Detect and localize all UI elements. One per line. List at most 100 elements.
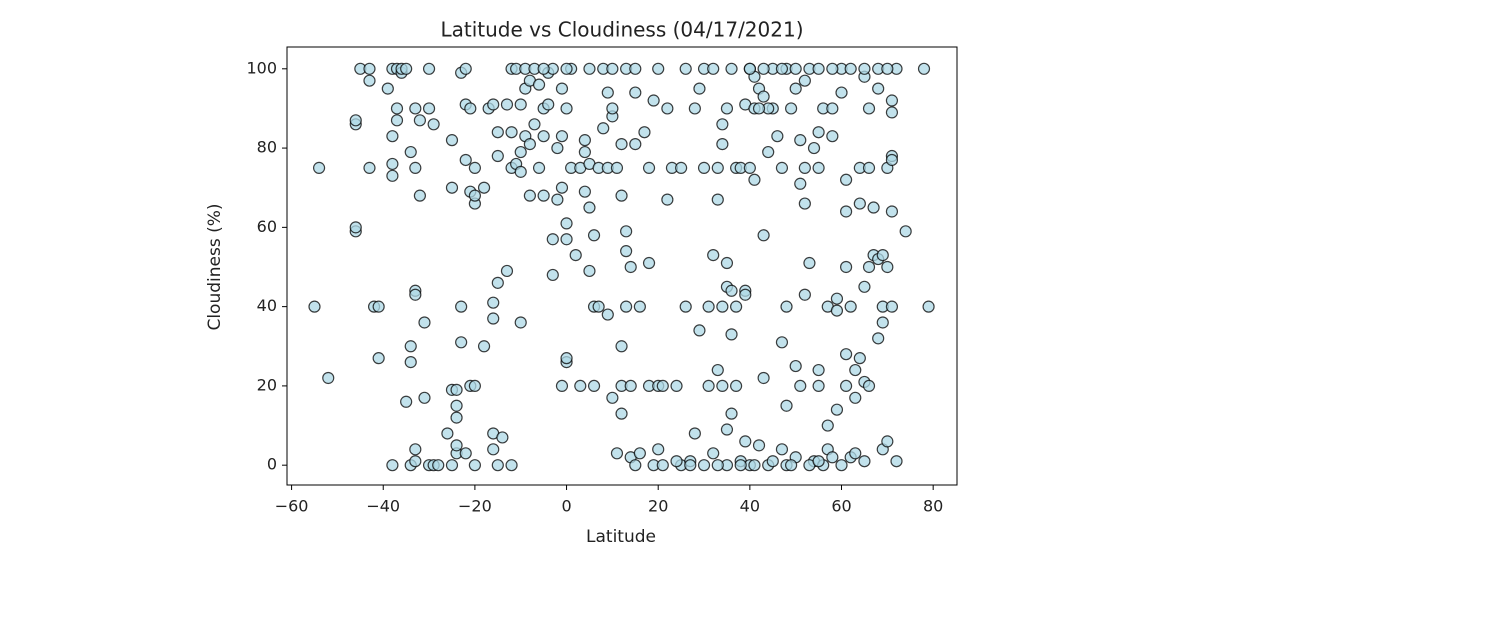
point [839,173,853,186]
point [739,288,752,301]
point [322,371,335,385]
point [661,193,674,206]
point [684,459,697,472]
point [633,300,646,313]
point [459,153,472,167]
point [849,391,862,404]
point [826,62,839,75]
point [725,328,738,341]
point [610,161,624,174]
point [450,439,463,452]
point [812,363,825,377]
point [789,82,802,95]
point [885,106,899,119]
point [487,296,500,309]
point [459,62,472,75]
y-axis-label: Cloudiness (%) [205,203,225,330]
point [697,459,711,472]
point [716,379,729,393]
point [390,102,404,115]
point [730,379,743,393]
point [720,102,734,115]
x-tick-label: −40 [366,497,400,516]
point [743,161,756,174]
point [418,391,431,404]
point [574,379,587,393]
point [785,459,798,472]
point [386,459,399,472]
point [807,141,821,155]
point [830,304,844,317]
point [867,201,880,214]
point [523,189,536,202]
point [546,268,559,282]
point [885,205,899,218]
point [468,379,481,393]
point [422,62,436,75]
point [661,102,674,115]
point [514,316,527,329]
point [775,161,789,174]
point [679,62,692,75]
point [615,189,628,202]
point [418,316,431,329]
point [730,300,743,313]
point [624,260,637,274]
x-axis-label: Latitude [586,527,656,547]
point [427,118,440,131]
point [381,82,394,95]
point [780,399,793,412]
point [505,126,518,139]
point [514,165,527,178]
point [349,114,362,127]
point [881,260,894,274]
point [638,126,651,139]
point [468,459,481,472]
point [409,443,422,456]
point [629,459,642,472]
point [762,145,775,159]
point [775,62,789,75]
point [468,161,481,174]
y-tick-label: 60 [257,217,277,236]
point [450,411,463,424]
point [349,221,362,234]
point [656,379,669,393]
point [839,205,853,218]
point [583,264,596,278]
point [794,379,807,393]
point [642,256,656,270]
point [885,94,899,107]
point [578,134,591,147]
point [404,145,417,159]
point [812,161,825,174]
point [441,427,454,440]
point [404,340,417,353]
axes-frame [286,46,958,486]
point [839,379,853,393]
point [725,62,738,75]
point [876,316,889,329]
chart-title: Latitude vs Cloudiness (04/17/2021) [440,18,803,42]
point [555,82,569,95]
point [775,336,789,349]
point [853,197,866,210]
point [491,276,504,289]
point [844,300,857,313]
points [308,62,935,472]
point [757,90,770,103]
point [514,98,527,111]
point [390,114,404,127]
point [400,395,413,408]
point [445,181,459,194]
point [642,161,656,174]
point [587,229,601,242]
point [450,399,463,412]
point [757,371,770,385]
point [862,161,876,174]
point [826,102,839,115]
point [601,86,614,99]
point [606,62,619,75]
point [487,312,500,325]
point [858,62,871,75]
